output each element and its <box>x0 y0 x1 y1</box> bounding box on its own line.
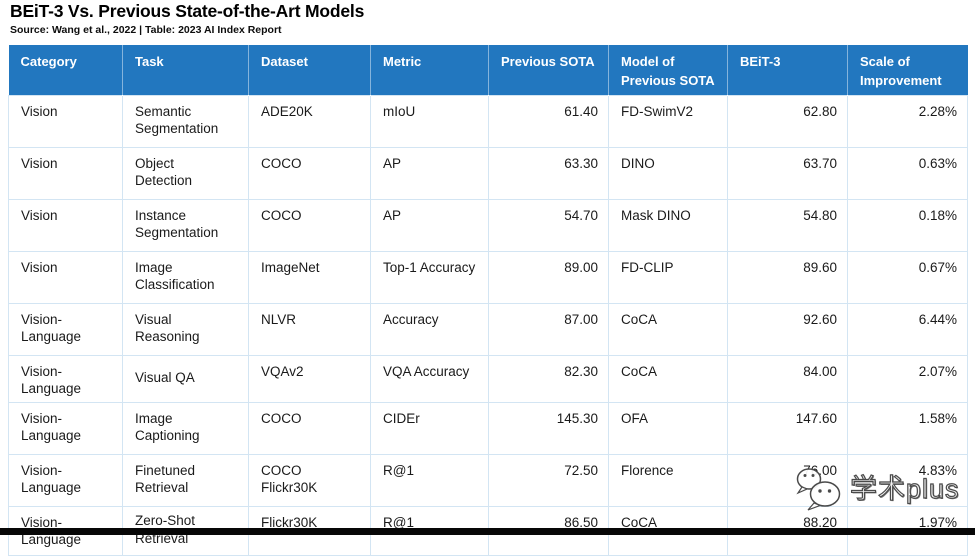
table-cell: ADE20K <box>248 94 371 148</box>
table-cell: 0.18% <box>847 198 968 252</box>
table-cell: 87.00 <box>488 302 609 356</box>
table-row: Vision Instance Segmentation COCO AP 54.70 Ma… <box>8 198 968 252</box>
table-cell: NLVR <box>248 302 371 356</box>
table-cell: 84.00 <box>727 354 848 403</box>
table-cell: VQA Accuracy <box>370 354 489 403</box>
table-cell: COCO <box>248 401 371 455</box>
table-cell: mIoU <box>370 94 489 148</box>
table-cell: Vision-Language <box>8 453 123 507</box>
table-row: Vision Semantic Segmentation ADE20K mIoU 61.… <box>8 94 968 148</box>
table-cell: Instance Segmentation <box>122 198 249 252</box>
table-cell: CoCA <box>608 302 728 356</box>
table-cell: 72.50 <box>488 453 609 507</box>
table-cell: 0.67% <box>847 250 968 304</box>
table-cell: Vision <box>8 198 123 252</box>
header-cell: Task <box>122 45 249 96</box>
header-cell: Scale of Improvement <box>847 45 968 96</box>
table-cell: Top-1 Accuracy <box>370 250 489 304</box>
table-row: Vision Object Detection COCO AP 63.30 DINO 63.… <box>8 146 968 200</box>
table-cell: Visual Reasoning <box>122 302 249 356</box>
table-cell: CIDEr <box>370 401 489 455</box>
source-line: Source: Wang et al., 2022 | Table: 2023 … <box>10 24 282 36</box>
table-cell: 62.80 <box>727 94 848 148</box>
table-cell: Florence <box>608 453 728 507</box>
table-row: Vision Image Classification ImageNet Top-1 … <box>8 250 968 304</box>
table-cell: Vision-Language <box>8 354 123 403</box>
table-cell: 61.40 <box>488 94 609 148</box>
header-cell: Metric <box>370 45 489 96</box>
header-cell: Model of Previous SOTA <box>608 45 728 96</box>
table-cell: 89.60 <box>727 250 848 304</box>
table-cell: CoCA <box>608 354 728 403</box>
table-cell: FD-CLIP <box>608 250 728 304</box>
table-cell: Semantic Segmentation <box>122 94 249 148</box>
table-cell: Vision-Language <box>8 401 123 455</box>
table-cell: 63.30 <box>488 146 609 200</box>
table-cell: 2.28% <box>847 94 968 148</box>
table-cell: AP <box>370 146 489 200</box>
table-cell: 54.70 <box>488 198 609 252</box>
table-cell: 76.00 <box>727 453 848 507</box>
table-cell: 63.70 <box>727 146 848 200</box>
header-cell: Dataset <box>248 45 371 96</box>
table-cell: R@1 <box>370 453 489 507</box>
bottom-black-bar <box>0 528 975 535</box>
table-body: Vision Semantic Segmentation ADE20K mIoU 61.… <box>8 94 968 556</box>
table-cell: 82.30 <box>488 354 609 403</box>
table-cell: COCO <box>248 146 371 200</box>
table-cell: Finetuned Retrieval <box>122 453 249 507</box>
header-row: Category Task Dataset Metric Previous SOTA Mo… <box>8 45 968 96</box>
table-cell: Vision <box>8 146 123 200</box>
header-cell: BEiT-3 <box>727 45 848 96</box>
table-cell: Visual QA <box>122 354 249 403</box>
table-cell: 147.60 <box>727 401 848 455</box>
table-cell: Object Detection <box>122 146 249 200</box>
table-cell: 1.58% <box>847 401 968 455</box>
table-cell: VQAv2 <box>248 354 371 403</box>
header-cell: Category <box>8 45 123 96</box>
table-row: Vision-Language Visual QA VQAv2 VQA Accurac… <box>8 354 968 403</box>
table-cell: DINO <box>608 146 728 200</box>
table-cell: 145.30 <box>488 401 609 455</box>
table-cell: Image Captioning <box>122 401 249 455</box>
table-cell: 54.80 <box>727 198 848 252</box>
table-row: Vision-Language Finetuned Retrieval COCO F… <box>8 453 968 507</box>
table-cell: 0.63% <box>847 146 968 200</box>
table-cell: 92.60 <box>727 302 848 356</box>
table-cell: Vision <box>8 94 123 148</box>
table-cell: Image Classification <box>122 250 249 304</box>
table-cell: 89.00 <box>488 250 609 304</box>
table-cell: Mask DINO <box>608 198 728 252</box>
table-cell: 2.07% <box>847 354 968 403</box>
header-cell: Previous SOTA <box>488 45 609 96</box>
table-cell: 6.44% <box>847 302 968 356</box>
table-cell: COCO <box>248 198 371 252</box>
table-cell: ImageNet <box>248 250 371 304</box>
table-cell: FD-SwimV2 <box>608 94 728 148</box>
table-cell: Accuracy <box>370 302 489 356</box>
table-row: Vision-Language Visual Reasoning NLVR Accur… <box>8 302 968 356</box>
sota-comparison-table: Category Task Dataset Metric Previous SOTA Mo… <box>8 45 968 556</box>
table-cell: OFA <box>608 401 728 455</box>
table-cell: Vision <box>8 250 123 304</box>
table-cell: Vision-Language <box>8 302 123 356</box>
table-row: Vision-Language Image Captioning COCO CIDEr… <box>8 401 968 455</box>
page-title: BEiT-3 Vs. Previous State-of-the-Art Mod… <box>10 1 365 21</box>
table-cell: COCO Flickr30K <box>248 453 371 507</box>
table-cell: AP <box>370 198 489 252</box>
table-cell: 4.83% <box>847 453 968 507</box>
